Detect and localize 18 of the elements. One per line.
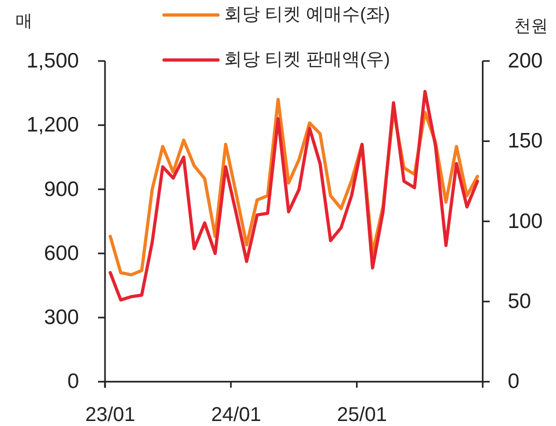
y2-axis-title: 천원 bbox=[514, 16, 548, 36]
y-tick-label: 600 bbox=[44, 242, 79, 265]
x-tick-label: 23/01 bbox=[85, 404, 136, 426]
y-tick-label: 900 bbox=[44, 178, 79, 201]
y-tick-label: 300 bbox=[44, 306, 79, 330]
x-tick-label: 25/01 bbox=[337, 404, 388, 426]
legend-label: 회당 티켓 예매수(좌) bbox=[224, 4, 390, 24]
y-tick-label: 1,500 bbox=[26, 50, 79, 72]
y2-tick-label: 50 bbox=[508, 290, 532, 314]
y-tick-label: 0 bbox=[67, 370, 79, 394]
y2-tick-label: 0 bbox=[508, 370, 520, 394]
y-axis-title: 매 bbox=[16, 12, 32, 30]
y2-tick-label: 200 bbox=[508, 50, 543, 72]
y2-tick-label: 150 bbox=[508, 130, 543, 153]
x-tick-label: 24/01 bbox=[211, 404, 262, 426]
y-tick-label: 1,200 bbox=[26, 114, 79, 137]
y2-tick-label: 100 bbox=[508, 210, 543, 233]
legend-label: 회당 티켓 판매액(우) bbox=[224, 49, 390, 69]
